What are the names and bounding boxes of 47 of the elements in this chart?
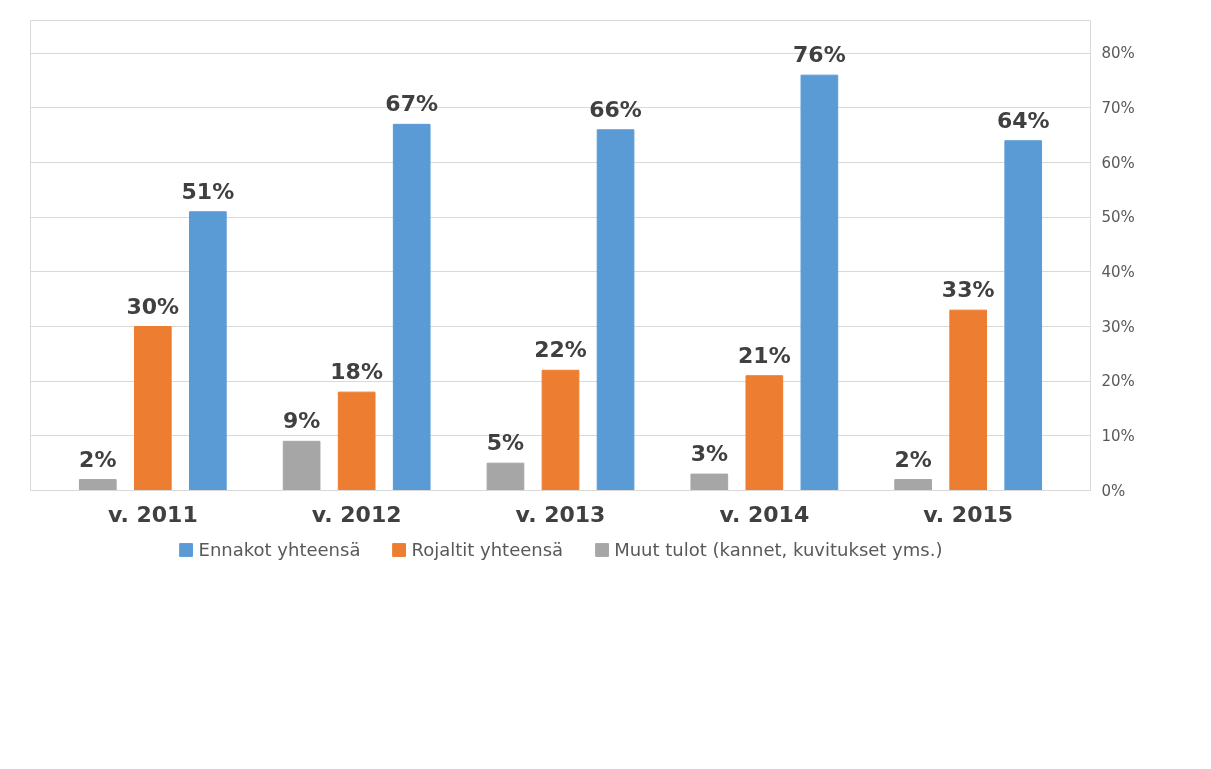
data-label: 66% [589,96,642,122]
data-label: 64% [996,107,1050,133]
data-label: 33% [941,277,995,303]
x-tick-label: v. 2011 [107,501,198,527]
data-label: 51% [181,178,235,204]
bar [337,391,376,491]
bar [1004,140,1043,491]
bar [690,473,729,491]
x-tick-label: v. 2013 [515,501,606,527]
legend-label: Muut tulot (kannet, kuvitukset yms.) [614,538,943,560]
y-tick-label: 20% [1101,372,1135,391]
bar [800,74,839,491]
y-tick-label: 40% [1101,262,1135,281]
bar [78,479,117,491]
y-tick-label: 60% [1101,153,1135,172]
y-tick-label: 30% [1101,317,1135,336]
bar [745,375,784,491]
bar [133,326,172,491]
x-tick-label: v. 2012 [311,501,402,527]
y-tick-label: 50% [1101,208,1135,227]
data-label: 2% [894,446,932,472]
bar [894,479,932,491]
data-label: 67% [385,91,439,117]
data-label: 30% [126,293,180,319]
data-label: 21% [738,342,791,368]
data-label: 18% [330,359,383,385]
legend-label: Rojaltit yhteensä [411,538,564,560]
data-label: 3% [690,441,728,467]
bar [596,129,635,491]
x-tick-label: v. 2015 [923,501,1014,527]
x-tick-label: v. 2014 [719,501,810,527]
data-label: 2% [79,446,117,472]
y-tick-label: 0% [1101,481,1126,500]
bar [189,211,227,491]
data-label: 22% [534,337,587,363]
bar [392,123,431,491]
bar [282,440,321,491]
y-tick-label: 80% [1101,44,1135,63]
y-tick-label: 70% [1101,98,1135,117]
bar [541,369,580,491]
legend-label: Ennakot yhteensä [198,538,361,560]
data-label: 5% [486,430,525,456]
bar [949,309,988,491]
data-label: 76% [793,42,846,68]
data-label: 9% [282,408,321,434]
y-tick-label: 10% [1101,426,1135,445]
bar [486,462,525,491]
